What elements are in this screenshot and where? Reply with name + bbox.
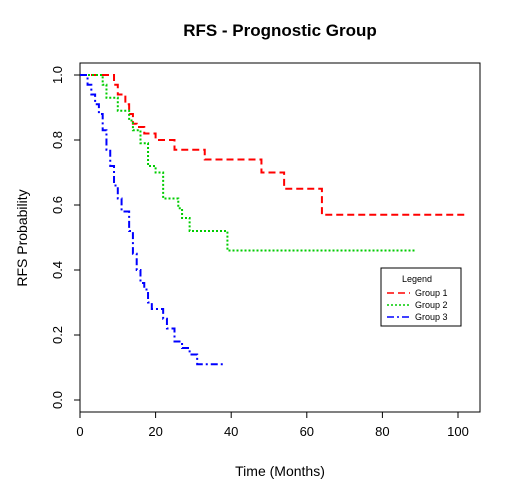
plot-frame	[79, 62, 481, 413]
legend-label-group-3: Group 3	[415, 312, 448, 322]
x-axis: 0 20 40 60 80 100	[76, 412, 469, 439]
legend-box	[380, 267, 462, 327]
x-tick-label: 20	[148, 424, 162, 439]
legend-label-group-1: Group 1	[415, 288, 448, 298]
y-tick-label: 0.2	[50, 326, 65, 344]
x-tick-label: 60	[300, 424, 314, 439]
series-line-group-2	[80, 74, 417, 252]
legend-items: Group 1 Group 2 Group 3	[387, 288, 448, 322]
series-line-group-1	[80, 74, 466, 216]
series-layer	[80, 74, 466, 366]
y-tick-label: 0.4	[50, 261, 65, 279]
x-tick-label: 100	[447, 424, 469, 439]
y-tick-label: 0.6	[50, 196, 65, 214]
y-axis: 0.0 0.2 0.4 0.6 0.8 1.0	[50, 66, 80, 409]
x-tick-label: 0	[76, 424, 83, 439]
x-axis-label: Time (Months)	[235, 463, 325, 479]
legend: Legend Group 1 Group 2 Group 3	[380, 267, 462, 327]
y-tick-label: 1.0	[50, 66, 65, 84]
y-tick-label: 0.8	[50, 131, 65, 149]
chart-title: RFS - Prognostic Group	[183, 21, 377, 40]
y-tick-label: 0.0	[50, 391, 65, 409]
series-line-group-3	[80, 74, 224, 366]
x-tick-label: 40	[224, 424, 238, 439]
legend-label-group-2: Group 2	[415, 300, 448, 310]
x-tick-label: 80	[375, 424, 389, 439]
y-axis-label: RFS Probability	[14, 189, 30, 286]
legend-title: Legend	[402, 274, 432, 284]
